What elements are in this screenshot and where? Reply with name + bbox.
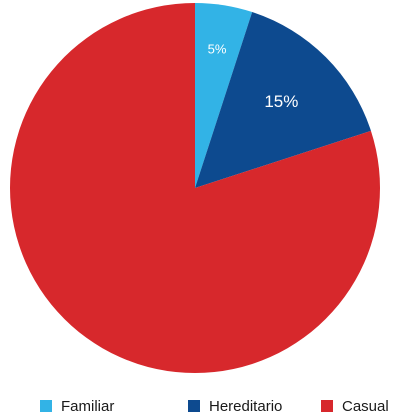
legend-item-casual: Casual bbox=[321, 396, 389, 416]
legend-label-hereditario: Hereditario bbox=[209, 397, 283, 415]
legend-item-familiar: Familiar bbox=[40, 396, 114, 416]
legend-label-familiar: Familiar bbox=[61, 397, 115, 415]
pie-slices bbox=[10, 3, 381, 374]
legend-label-casual: Casual bbox=[342, 397, 389, 415]
pie-data-labels: 5% 15% bbox=[208, 42, 299, 112]
data-label-hereditario: 15% bbox=[264, 92, 298, 111]
legend-item-hereditario: Hereditario bbox=[188, 396, 282, 416]
legend-swatch-familiar bbox=[40, 400, 52, 412]
pie-slice-casual bbox=[10, 3, 381, 374]
legend-swatch-casual bbox=[321, 400, 333, 412]
chart-legend: Familiar Hereditario Casual bbox=[0, 396, 405, 416]
data-label-familiar: 5% bbox=[208, 42, 227, 57]
pie-slice-hereditario bbox=[195, 12, 371, 188]
pie-slice-familiar bbox=[195, 3, 253, 188]
legend-swatch-hereditario bbox=[188, 400, 200, 412]
